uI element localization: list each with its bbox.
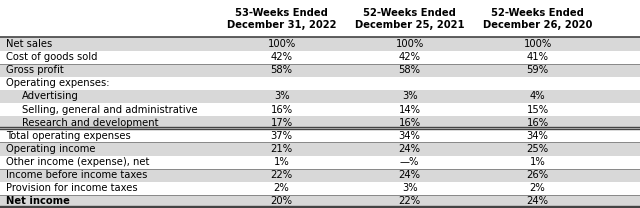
Text: Gross profit: Gross profit bbox=[6, 65, 64, 75]
Text: 3%: 3% bbox=[402, 92, 417, 102]
Text: Total operating expenses: Total operating expenses bbox=[6, 131, 131, 141]
Text: 1%: 1% bbox=[530, 157, 545, 167]
Text: 52-Weeks Ended
December 25, 2021: 52-Weeks Ended December 25, 2021 bbox=[355, 8, 465, 30]
Text: —%: —% bbox=[400, 157, 419, 167]
Text: 59%: 59% bbox=[527, 65, 548, 75]
Text: 16%: 16% bbox=[271, 105, 292, 115]
Text: 2%: 2% bbox=[530, 183, 545, 193]
Text: 24%: 24% bbox=[399, 144, 420, 154]
Text: 42%: 42% bbox=[399, 52, 420, 62]
Text: 41%: 41% bbox=[527, 52, 548, 62]
Text: 37%: 37% bbox=[271, 131, 292, 141]
Text: 2%: 2% bbox=[274, 183, 289, 193]
Text: Net income: Net income bbox=[6, 196, 70, 206]
Text: 100%: 100% bbox=[524, 39, 552, 49]
Text: 17%: 17% bbox=[271, 118, 292, 128]
Text: 58%: 58% bbox=[399, 65, 420, 75]
Text: Cost of goods sold: Cost of goods sold bbox=[6, 52, 98, 62]
Text: 1%: 1% bbox=[274, 157, 289, 167]
Text: 22%: 22% bbox=[271, 170, 292, 180]
Text: Advertising: Advertising bbox=[22, 92, 79, 102]
Text: Income before income taxes: Income before income taxes bbox=[6, 170, 148, 180]
Text: 24%: 24% bbox=[399, 170, 420, 180]
Text: 58%: 58% bbox=[271, 65, 292, 75]
Text: 3%: 3% bbox=[402, 183, 417, 193]
Bar bbox=[0, 37, 640, 51]
Text: 4%: 4% bbox=[530, 92, 545, 102]
Text: Research and development: Research and development bbox=[22, 118, 159, 128]
Text: 15%: 15% bbox=[527, 105, 548, 115]
Bar bbox=[0, 142, 640, 156]
Text: 25%: 25% bbox=[527, 144, 548, 154]
Text: 21%: 21% bbox=[271, 144, 292, 154]
Text: 100%: 100% bbox=[396, 39, 424, 49]
Text: Other income (expense), net: Other income (expense), net bbox=[6, 157, 150, 167]
Text: 16%: 16% bbox=[527, 118, 548, 128]
Text: 42%: 42% bbox=[271, 52, 292, 62]
Text: 16%: 16% bbox=[399, 118, 420, 128]
Text: 24%: 24% bbox=[527, 196, 548, 206]
Text: 20%: 20% bbox=[271, 196, 292, 206]
Bar bbox=[0, 64, 640, 77]
Text: Provision for income taxes: Provision for income taxes bbox=[6, 183, 138, 193]
Text: Operating income: Operating income bbox=[6, 144, 96, 154]
Bar bbox=[0, 116, 640, 129]
Text: Operating expenses:: Operating expenses: bbox=[6, 78, 110, 88]
Text: 53-Weeks Ended
December 31, 2022: 53-Weeks Ended December 31, 2022 bbox=[227, 8, 337, 30]
Text: 14%: 14% bbox=[399, 105, 420, 115]
Bar bbox=[0, 195, 640, 208]
Text: 3%: 3% bbox=[274, 92, 289, 102]
Bar bbox=[0, 90, 640, 103]
Bar bbox=[0, 169, 640, 182]
Text: 34%: 34% bbox=[527, 131, 548, 141]
Text: Selling, general and administrative: Selling, general and administrative bbox=[22, 105, 198, 115]
Text: 100%: 100% bbox=[268, 39, 296, 49]
Text: 26%: 26% bbox=[527, 170, 548, 180]
Text: Net sales: Net sales bbox=[6, 39, 52, 49]
Text: 52-Weeks Ended
December 26, 2020: 52-Weeks Ended December 26, 2020 bbox=[483, 8, 592, 30]
Text: 22%: 22% bbox=[399, 196, 420, 206]
Text: 34%: 34% bbox=[399, 131, 420, 141]
